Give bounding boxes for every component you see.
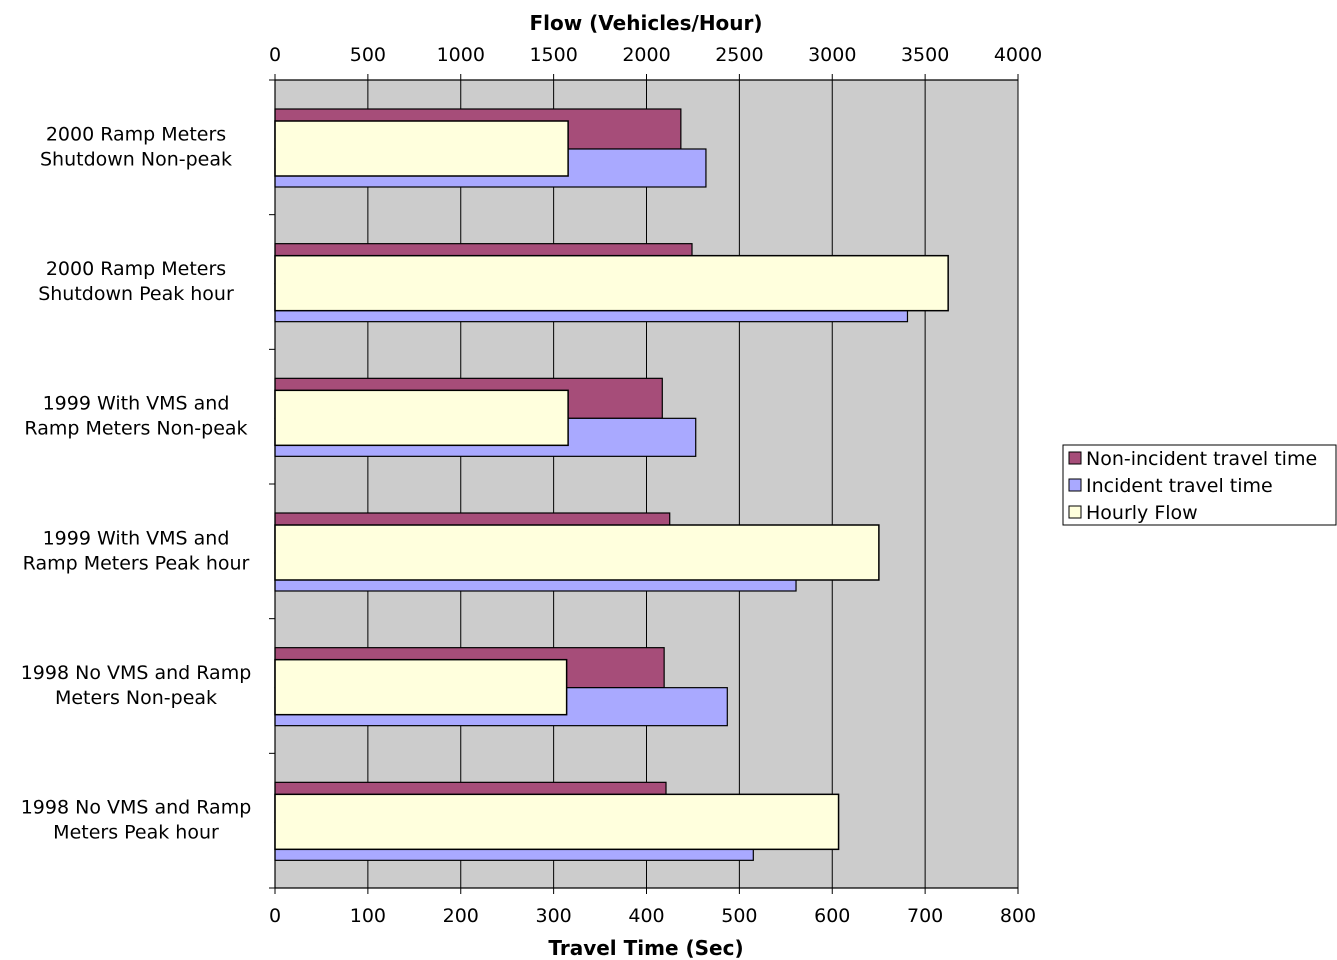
bottom-tick-label: 700 <box>907 905 943 927</box>
bottom-axis-title: Travel Time (Sec) <box>548 936 743 960</box>
category-label: 2000 Ramp Meters Shutdown Non-peak <box>40 123 232 170</box>
bar-hourly-flow <box>274 524 880 581</box>
bar-hourly-flow <box>274 793 840 851</box>
legend-box <box>1062 444 1337 526</box>
category-label: 1999 With VMS and Ramp Meters Peak hour <box>23 527 250 574</box>
legend-label: Non-incident travel time <box>1086 448 1317 470</box>
category-label: 2000 Ramp Meters Shutdown Peak hour <box>38 258 234 305</box>
top-tick-label: 1000 <box>437 44 485 66</box>
bottom-tick-label: 800 <box>1000 905 1036 927</box>
category-labels: 2000 Ramp Meters Shutdown Non-peak 2000 Ra… <box>21 123 252 843</box>
bottom-tick-label: 500 <box>721 905 757 927</box>
bottom-tick-label: 600 <box>814 905 850 927</box>
bars <box>274 108 949 861</box>
legend-swatch <box>1068 451 1082 465</box>
top-tick-label: 0 <box>269 44 281 66</box>
bottom-tick-labels: 0 100 200 300 400 500 600 700 800 <box>269 905 1036 927</box>
bottom-tick-label: 400 <box>628 905 664 927</box>
top-tick-label: 2500 <box>715 44 763 66</box>
gridlines <box>367 80 1019 888</box>
top-tick-label: 3500 <box>901 44 949 66</box>
top-tick-label: 2000 <box>622 44 670 66</box>
category-label: 1998 No VMS and Ramp Meters Non-peak <box>21 662 252 709</box>
bottom-tick-label: 0 <box>269 905 281 927</box>
legend-label: Incident travel time <box>1086 475 1273 497</box>
bottom-tick-label: 100 <box>350 905 386 927</box>
legend-swatch <box>1068 505 1082 519</box>
top-tick-label: 500 <box>350 44 386 66</box>
bar-hourly-flow <box>274 120 569 177</box>
category-label: 1999 With VMS and Ramp Meters Non-peak <box>24 393 247 440</box>
legend: Non-incident travel time Incident travel … <box>1062 444 1337 526</box>
top-axis-title: Flow (Vehicles/Hour) <box>529 11 762 35</box>
axes <box>269 74 1019 894</box>
top-tick-labels: 0 500 1000 1500 2000 2500 3000 3500 4000 <box>269 44 1042 66</box>
bottom-tick-label: 300 <box>535 905 571 927</box>
bar-hourly-flow <box>274 254 949 312</box>
top-tick-label: 1500 <box>529 44 577 66</box>
legend-swatch <box>1068 478 1082 492</box>
top-tick-label: 3000 <box>808 44 856 66</box>
category-label: 1998 No VMS and Ramp Meters Peak hour <box>21 797 252 844</box>
bar-hourly-flow <box>274 658 568 716</box>
bottom-tick-label: 200 <box>443 905 479 927</box>
legend-label: Hourly Flow <box>1086 502 1198 524</box>
top-tick-label: 4000 <box>994 44 1042 66</box>
bar-hourly-flow <box>274 389 569 447</box>
